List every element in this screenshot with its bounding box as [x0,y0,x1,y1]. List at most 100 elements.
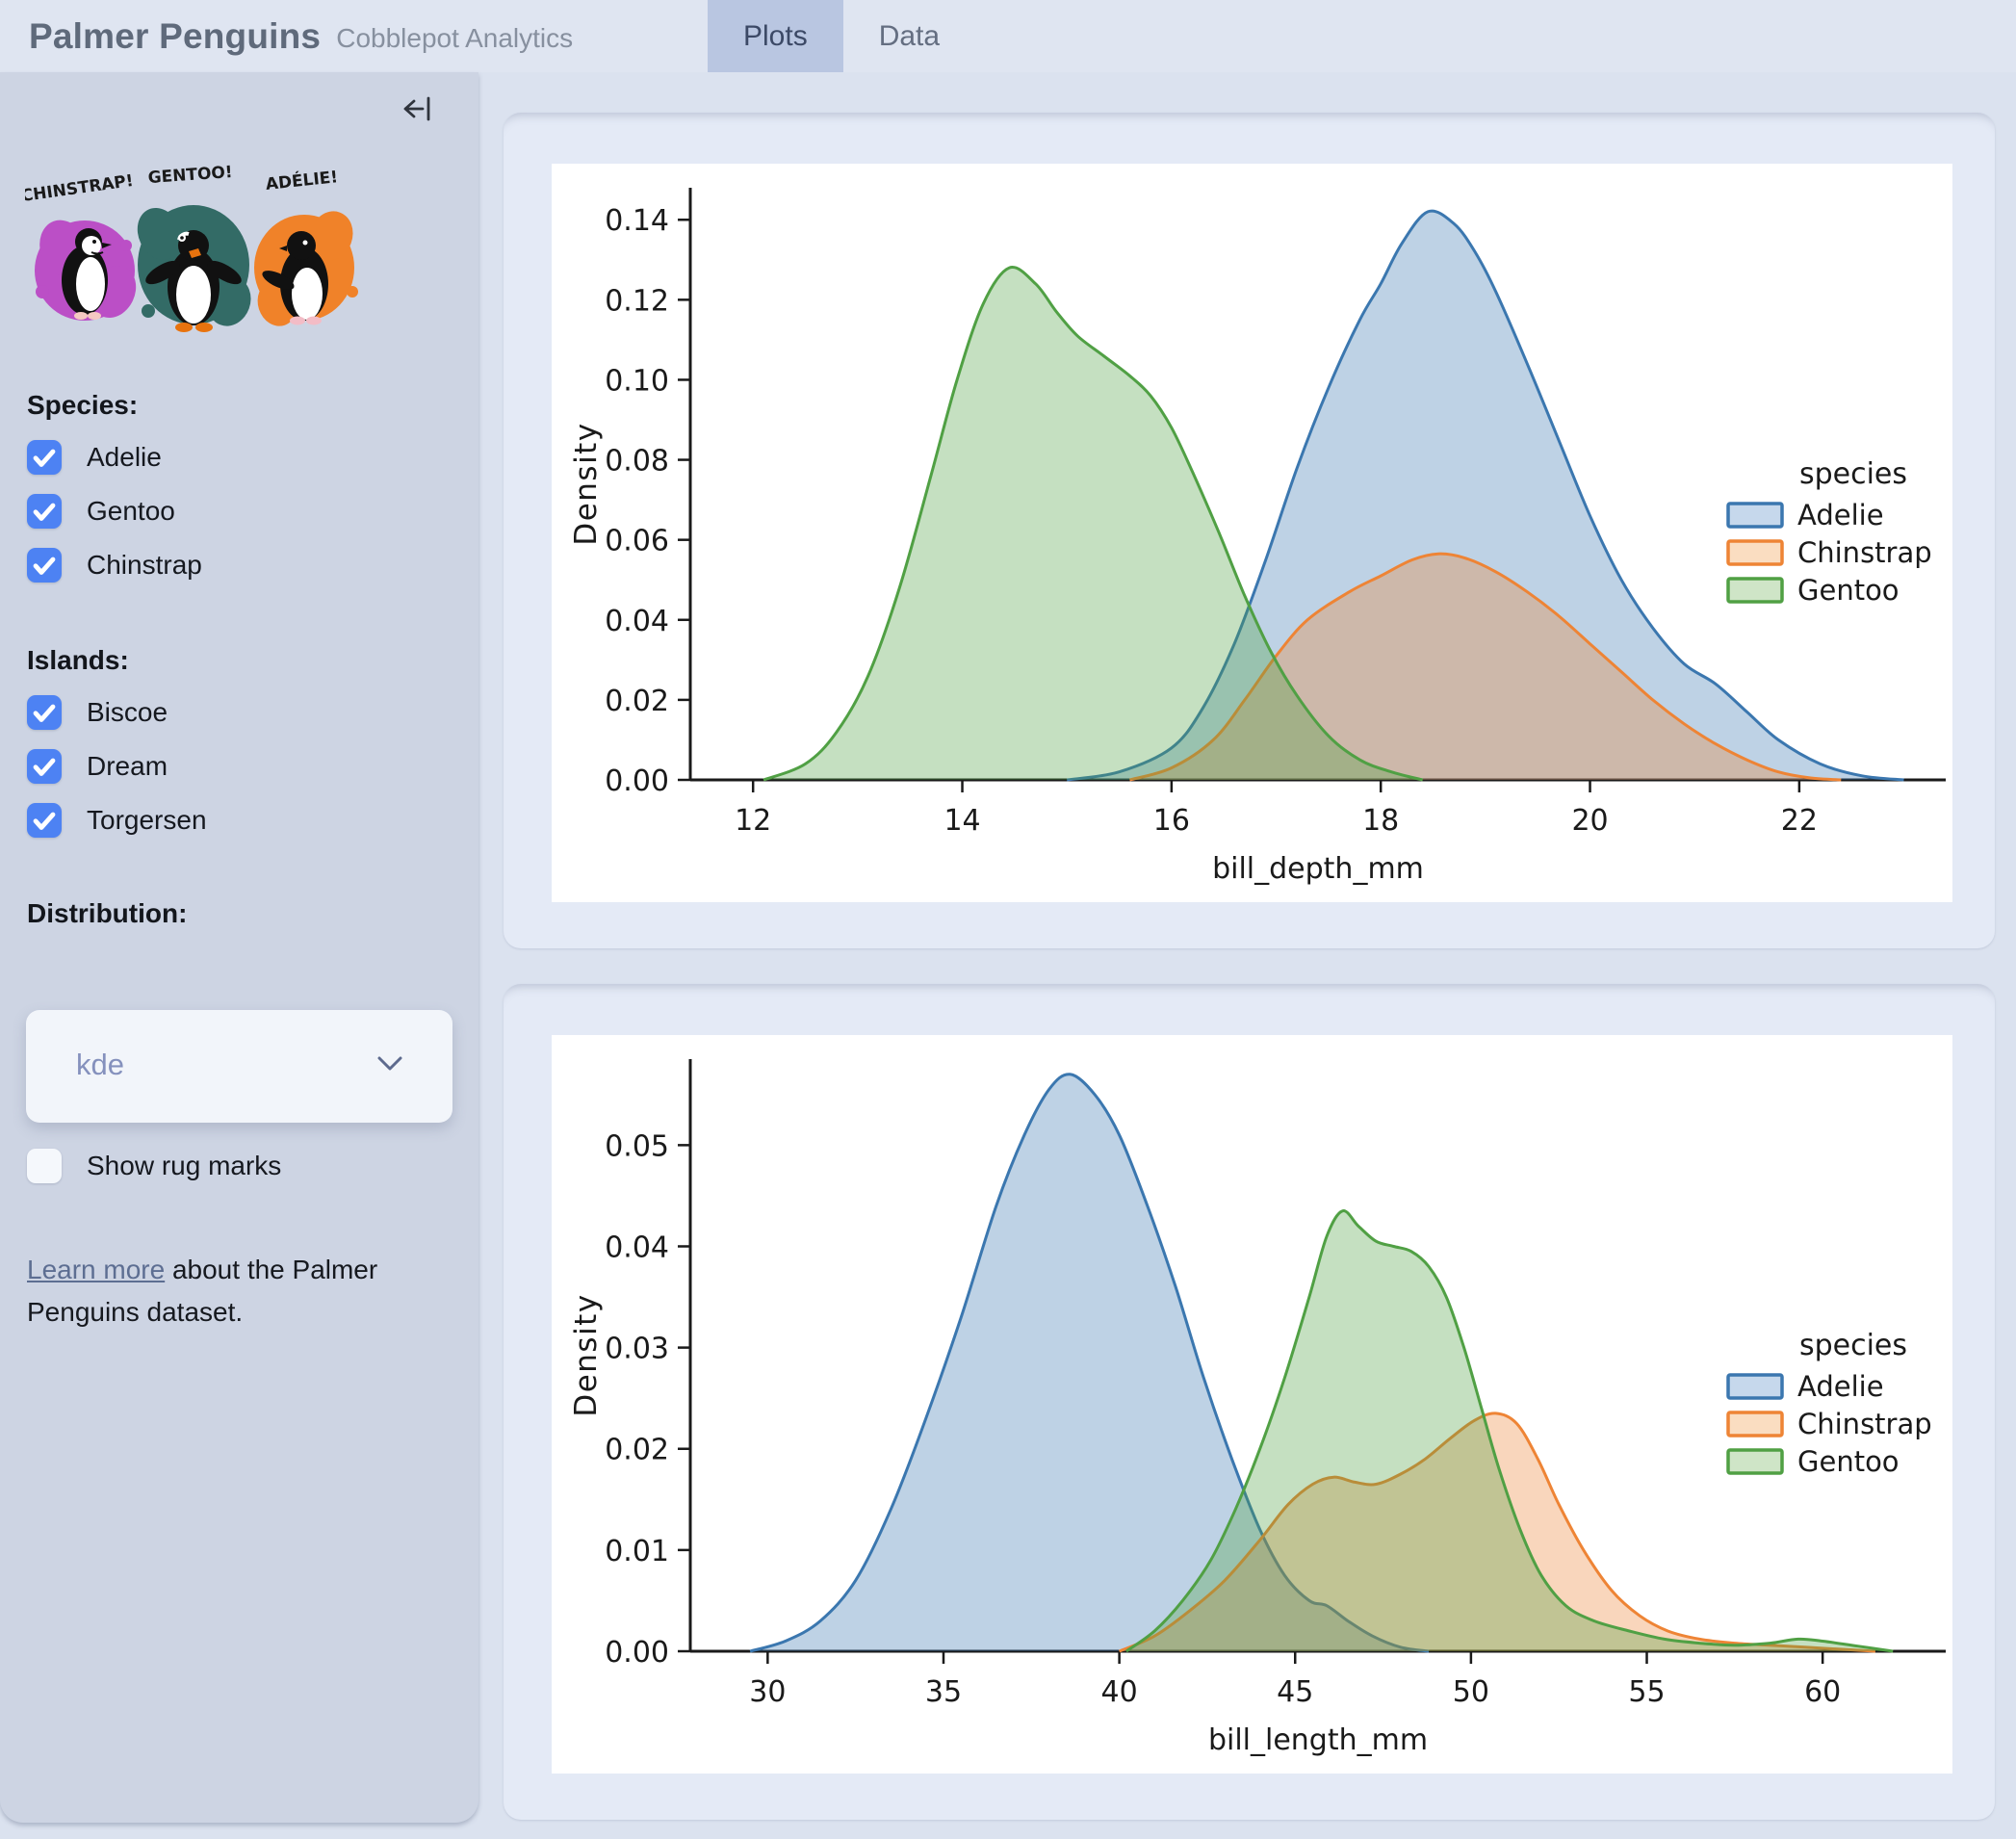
sidebar-collapse-button[interactable] [400,91,434,126]
checkbox-label: Dream [87,751,168,781]
kde-area-chinstrap [1129,554,1842,780]
check-icon [33,704,56,722]
check-icon [33,758,56,776]
svg-text:50: 50 [1453,1675,1489,1709]
checkbox-dream[interactable]: Dream [27,749,207,784]
y-axis-label: Density [569,1293,604,1416]
checkbox-adelie[interactable]: Adelie [27,440,202,475]
svg-text:16: 16 [1153,804,1190,838]
distribution-selected-value: kde [76,1048,124,1081]
legend-title: species [1799,1329,1907,1362]
checkbox-indicator [27,695,62,730]
legend-label-adelie: Adelie [1797,499,1884,531]
chinstrap-penguin [62,228,112,320]
kde-area-chinstrap [1119,1412,1875,1651]
svg-text:0.03: 0.03 [605,1333,669,1366]
adelie-penguin [262,231,328,325]
x-axis-label: bill_length_mm [1208,1723,1428,1757]
dataset-info-rest: about the Palmer Penguins dataset. [27,1255,378,1327]
legend-label-adelie: Adelie [1797,1370,1884,1403]
gentoo-label: GENTOO! [147,163,233,188]
dataset-info-text: Learn more about the Palmer Penguins dat… [27,1249,422,1334]
legend-swatch-adelie [1726,1373,1784,1400]
distribution-select[interactable]: kde [26,1010,452,1123]
app-header: Palmer Penguins Cobblepot Analytics Plot… [0,0,2016,72]
axes: 30 35 40 45 50 55 60 0.00 0.01 0.02 0.03 0.04 0.05 bi… [569,1059,1946,1757]
checkbox-biscoe[interactable]: Biscoe [27,695,207,730]
checkbox-indicator [27,749,62,784]
svg-text:0.12: 0.12 [605,284,669,318]
svg-text:0.14: 0.14 [605,204,669,238]
svg-text:0.00: 0.00 [605,1636,669,1670]
svg-text:0.00: 0.00 [605,764,669,798]
svg-text:0.02: 0.02 [605,1434,669,1467]
distribution-section-label: Distribution: [27,898,188,928]
checkbox-indicator [27,1149,62,1183]
legend-label-chinstrap: Chinstrap [1797,536,1932,569]
checkbox-indicator [27,803,62,838]
svg-text:45: 45 [1277,1675,1313,1709]
chevron-down-icon [377,1056,402,1072]
learn-more-link[interactable]: Learn more [27,1255,166,1284]
svg-text:40: 40 [1101,1675,1138,1709]
tab-bar: Plots Data [708,0,975,72]
svg-text:0.01: 0.01 [605,1535,669,1568]
legend: species Adelie Chinstrap Gentoo [1726,457,1932,607]
penguins-artwork-image: CHINSTRAP! GENTOO! ADÉLIE! [25,157,362,345]
plot-card-bill-length: 30 35 40 45 50 55 60 0.00 0.01 0.02 0.03 0.04 0.05 bi… [504,984,1995,1820]
legend-swatch-gentoo [1726,1448,1784,1475]
svg-text:0.02: 0.02 [605,685,669,718]
checkbox-show-rug-marks[interactable]: Show rug marks [27,1149,281,1183]
app-subtitle: Cobblepot Analytics [336,22,574,53]
checkbox-label: Gentoo [87,496,175,526]
kde-line-chinstrap [1128,552,1842,782]
kde-area-gentoo [763,267,1423,780]
checkbox-chinstrap[interactable]: Chinstrap [27,548,202,583]
checkbox-gentoo[interactable]: Gentoo [27,494,202,529]
check-icon [33,812,56,830]
svg-text:60: 60 [1804,1675,1841,1709]
legend-label-chinstrap: Chinstrap [1797,1408,1932,1440]
legend-swatch-chinstrap [1726,539,1784,566]
kde-series [762,209,1904,782]
svg-text:0.10: 0.10 [605,364,669,398]
chinstrap-label: CHINSTRAP! [25,171,135,206]
svg-text:0.08: 0.08 [605,445,669,479]
legend-swatch-gentoo [1726,577,1784,604]
plot-area-bill-length: 30 35 40 45 50 55 60 0.00 0.01 0.02 0.03 0.04 0.05 bi… [552,1035,1952,1774]
svg-text:22: 22 [1781,804,1818,838]
svg-text:55: 55 [1628,1675,1665,1709]
legend-title: species [1799,457,1907,491]
main-content: 12 14 16 18 20 22 0.00 0.02 0.04 0.06 0.08 0.10 0.12… [478,72,2016,1839]
kde-line-gentoo [1125,1209,1894,1653]
svg-text:30: 30 [749,1675,786,1709]
checkbox-indicator [27,494,62,529]
checkbox-indicator [27,548,62,583]
checkbox-label: Biscoe [87,697,168,727]
gentoo-penguin [145,230,242,332]
legend-label-gentoo: Gentoo [1797,1445,1900,1478]
adelie-label: ADÉLIE! [265,166,339,194]
y-axis-label: Density [569,422,604,545]
svg-text:0.04: 0.04 [605,605,669,638]
app-title: Palmer Penguins [29,15,322,56]
plot-card-bill-depth: 12 14 16 18 20 22 0.00 0.02 0.04 0.06 0.08 0.10 0.12… [504,113,1995,948]
tab-data[interactable]: Data [878,19,941,52]
kde-area-adelie [1067,211,1904,780]
checkbox-label: Chinstrap [87,550,202,580]
checkbox-torgersen[interactable]: Torgersen [27,803,207,838]
kde-area-adelie [750,1074,1430,1651]
kde-area-gentoo [1125,1210,1894,1651]
legend-swatch-adelie [1726,502,1784,529]
tab-plots[interactable]: Plots [708,0,843,72]
kde-series [749,1073,1894,1653]
app-title-group: Palmer Penguins Cobblepot Analytics [29,0,573,72]
svg-text:0.04: 0.04 [605,1230,669,1264]
svg-text:0.06: 0.06 [605,525,669,558]
checkbox-label: Show rug marks [87,1151,282,1180]
checkbox-label: Torgersen [87,805,207,835]
kde-line-gentoo [762,266,1424,782]
sidebar: CHINSTRAP! GENTOO! ADÉLIE! Species: Adel… [0,72,478,1823]
checkbox-indicator [27,440,62,475]
svg-text:20: 20 [1571,804,1608,838]
